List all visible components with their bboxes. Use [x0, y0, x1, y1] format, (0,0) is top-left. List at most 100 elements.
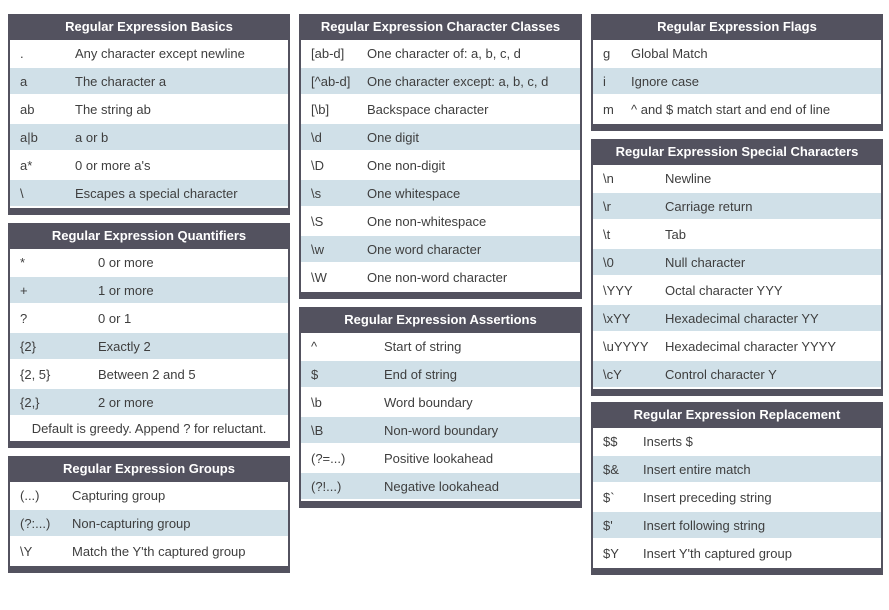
pattern-cell: \ [20, 185, 24, 201]
description-cell: Non-word boundary [384, 422, 499, 438]
table-row: \n Newline [593, 165, 881, 193]
table-row: \0 Null character [593, 249, 881, 277]
description-cell: Any character except newline [75, 45, 245, 61]
table-row: \cY Control character Y [593, 361, 881, 389]
description-cell: Insert Y'th captured group [643, 545, 792, 561]
description-cell: Hexadecimal character YY [665, 310, 819, 326]
table-row: \r Carriage return [593, 193, 881, 221]
pattern-cell: (...) [20, 487, 40, 503]
left-column: Regular Expression Basics . Any character… [8, 14, 290, 573]
description-cell: Global Match [631, 45, 708, 61]
description-cell: 0 or 1 [98, 310, 132, 326]
pattern-cell: ^ [311, 338, 318, 354]
pattern-cell: ab [20, 101, 35, 117]
pattern-cell: \t [603, 226, 611, 242]
description-cell: One non-word character [367, 269, 508, 285]
pattern-cell: \s [311, 185, 322, 201]
description-cell: Control character Y [665, 366, 777, 382]
pattern-cell: \D [311, 157, 324, 173]
pattern-cell: $Y [603, 545, 619, 561]
pattern-cell: ? [20, 310, 28, 326]
pattern-cell: \b [311, 394, 322, 410]
pattern-cell: [^ab-d] [311, 73, 351, 89]
description-cell: Capturing group [72, 487, 166, 503]
description-cell: Insert preceding string [643, 489, 772, 505]
table-rows-special-characters: \n Newline \r Carriage return \t Tab \0 Null ch… [593, 165, 881, 389]
description-cell: Between 2 and 5 [98, 366, 196, 382]
description-cell: Match the Y'th captured group [72, 543, 246, 559]
table-row: \Y Match the Y'th captured group [10, 538, 288, 566]
pattern-cell: \0 [603, 254, 614, 270]
table-row: \xYY Hexadecimal character YY [593, 305, 881, 333]
pattern-cell: (?!...) [311, 478, 342, 494]
table-row: [ab-d] One character of: a, b, c, d [301, 40, 580, 68]
description-cell: Inserts $ [643, 433, 693, 449]
pattern-cell: {2,} [20, 394, 40, 410]
table-row: $Y Insert Y'th captured group [593, 540, 881, 568]
description-cell: Tab [665, 226, 686, 242]
pattern-cell: (?:...) [20, 515, 51, 531]
pattern-cell: m [603, 101, 614, 117]
pattern-cell: \B [311, 422, 324, 438]
table-regex-special-characters: Regular Expression Special Characters \n… [591, 139, 883, 396]
middle-column: Regular Expression Character Classes [ab… [299, 14, 582, 508]
table-row: \w One word character [301, 236, 580, 264]
description-cell: 2 or more [98, 394, 154, 410]
table-rows-replacement: $$ Inserts $ $& Insert entire match $` Insert… [593, 428, 881, 568]
table-row: \s One whitespace [301, 180, 580, 208]
pattern-cell: \cY [603, 366, 622, 382]
table-row: ab The string ab [10, 96, 288, 124]
pattern-cell: \r [603, 198, 611, 214]
pattern-cell: $$ [603, 433, 618, 449]
table-row: (?:...) Non-capturing group [10, 510, 288, 538]
description-cell: Non-capturing group [72, 515, 191, 531]
description-cell: Carriage return [665, 198, 753, 214]
table-row: \YYY Octal character YYY [593, 277, 881, 305]
table-row: a* 0 or more a's [10, 152, 288, 180]
table-row: $ End of string [301, 361, 580, 389]
table-row: m ^ and $ match start and end of line [593, 96, 881, 124]
table-regex-flags: Regular Expression Flags g Global Match i I… [591, 14, 883, 131]
description-cell: One character of: a, b, c, d [367, 45, 521, 61]
description-cell: The string ab [75, 101, 151, 117]
table-row: +1 or more [10, 277, 288, 305]
pattern-cell: + [20, 282, 28, 298]
table-regex-character-classes: Regular Expression Character Classes [ab… [299, 14, 582, 299]
table-row: $` Insert preceding string [593, 484, 881, 512]
table-row: (?!...) Negative lookahead [301, 473, 580, 501]
table-rows-basics: . Any character except newline a The charac… [10, 40, 288, 208]
table-regex-quantifiers: Regular Expression Quantifiers * 0 or mor… [8, 223, 290, 448]
description-cell: One word character [367, 241, 482, 257]
table-rows-character-classes: [ab-d] One character of: a, b, c, d [^ab-d… [301, 40, 580, 292]
table-row: {2} Exactly 2 [10, 333, 288, 361]
table-row: {2,} 2 or more [10, 389, 288, 417]
description-cell: 0 or more [98, 254, 154, 270]
pattern-cell: \YYY [603, 282, 633, 298]
table-row: * 0 or more [10, 249, 288, 277]
description-cell: Word boundary [384, 394, 473, 410]
description-cell: Ignore case [631, 73, 699, 89]
description-cell: Negative lookahead [384, 478, 499, 494]
pattern-cell: \n [603, 170, 614, 186]
description-cell: Exactly 2 [98, 338, 151, 354]
table-title-special-characters: Regular Expression Special Characters [593, 139, 881, 165]
pattern-cell: $ [311, 366, 319, 382]
table-row: \b Word boundary [301, 389, 580, 417]
description-cell: 0 or more a's [75, 157, 151, 173]
pattern-cell: i [603, 73, 606, 89]
description-cell: Hexadecimal character YYYY [665, 338, 837, 354]
table-row: \D One non-digit [301, 152, 580, 180]
table-row: \t Tab [593, 221, 881, 249]
description-cell: Insert entire match [643, 461, 751, 477]
description-cell: ^ and $ match start and end of line [631, 101, 831, 117]
right-column: Regular Expression Flags g Global Match i I… [591, 14, 883, 575]
table-row: ? 0 or 1 [10, 305, 288, 333]
table-row: (...) Capturing group [10, 482, 288, 510]
pattern-cell: {2, 5} [20, 366, 51, 382]
description-cell: Backspace character [367, 101, 489, 117]
table-row: a The character a [10, 68, 288, 96]
table-row: . Any character except newline [10, 40, 288, 68]
description-cell: The character a [75, 73, 167, 89]
table-regex-basics: Regular Expression Basics . Any character… [8, 14, 290, 215]
table-title-assertions: Regular Expression Assertions [301, 307, 580, 333]
